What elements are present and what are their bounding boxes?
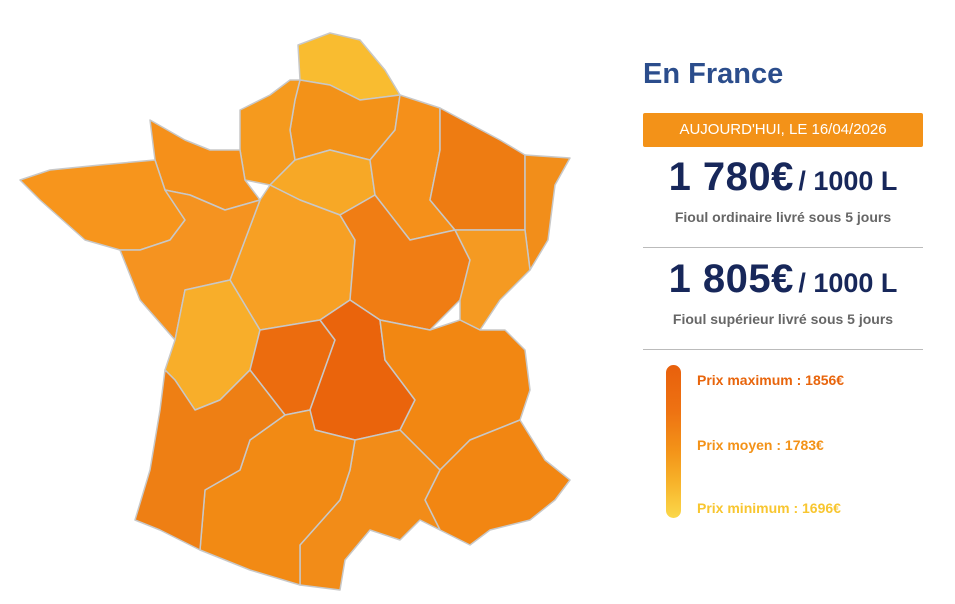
region (524, 154, 571, 271)
legend-label: Prix minimum : 1696€ (697, 500, 841, 516)
color-scale (666, 365, 681, 518)
region (379, 319, 531, 471)
price: 1 780€ / 1000 L (643, 155, 923, 200)
region (454, 229, 531, 331)
region (429, 107, 526, 231)
price: 1 805€ / 1000 L (643, 257, 923, 302)
price-unit: / 1000 L (798, 268, 898, 298)
legend-label: Prix maximum : 1856€ (697, 372, 845, 388)
france-map (19, 32, 571, 591)
panel-title: En France (643, 58, 784, 90)
price-amount: 1 780€ (668, 155, 794, 199)
divider (643, 349, 923, 350)
price-amount: 1 805€ (668, 257, 794, 301)
date-banner: AUJOURD'HUI, LE 16/04/2026 (643, 113, 923, 147)
price-unit: / 1000 L (798, 166, 898, 196)
legend-label: Prix moyen : 1783€ (697, 437, 824, 453)
price-description: Fioul supérieur livré sous 5 jours (672, 311, 894, 327)
region (134, 369, 286, 551)
region (19, 159, 186, 251)
divider (643, 247, 923, 248)
price-description: Fioul ordinaire livré sous 5 jours (674, 209, 892, 225)
